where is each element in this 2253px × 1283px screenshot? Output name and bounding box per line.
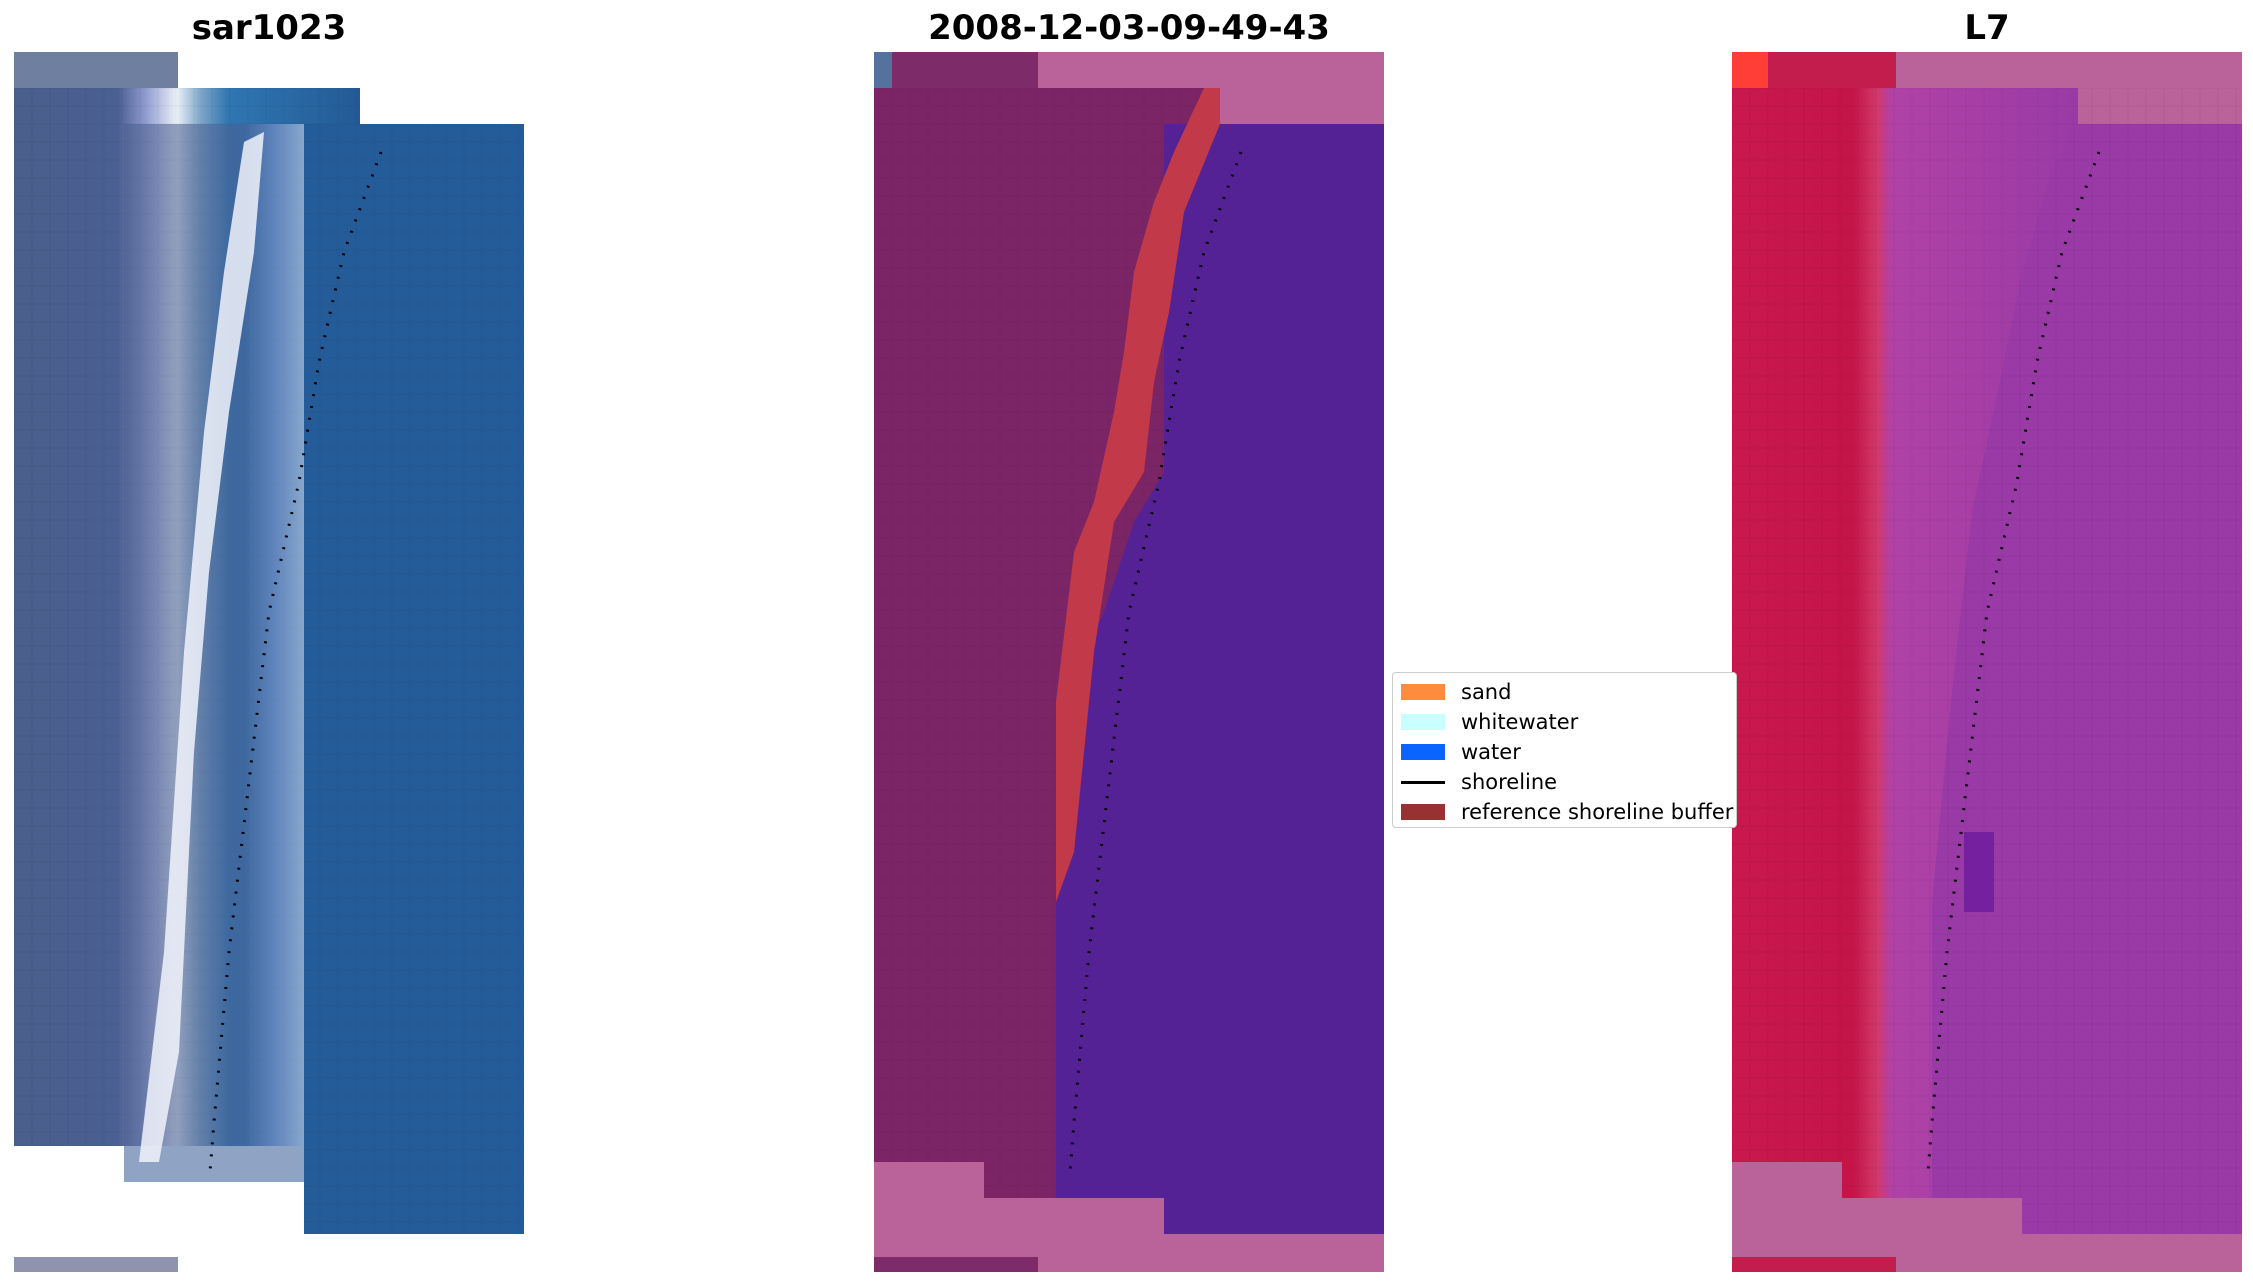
legend-label: sand (1461, 680, 1512, 704)
legend-label: whitewater (1461, 710, 1579, 734)
buffer-swatch-icon (1401, 804, 1445, 820)
legend-item-sand: sand (1401, 679, 1511, 705)
legend: sand whitewater water shoreline referenc… (1392, 672, 1737, 828)
legend-item-reference-buffer: reference shoreline buffer (1401, 799, 1733, 825)
shoreline-path-rgb (208, 151, 383, 1173)
panel-title-index: L7 (1964, 8, 2010, 48)
legend-item-water: water (1401, 739, 1521, 765)
whitewater-swatch-icon (1401, 714, 1445, 730)
rgb-image-panel (14, 52, 524, 1272)
rgb-image-tiles (14, 52, 524, 1272)
legend-label: reference shoreline buffer (1461, 800, 1734, 824)
legend-label: shoreline (1461, 770, 1558, 794)
legend-label: water (1461, 740, 1521, 764)
legend-item-whitewater: whitewater (1401, 709, 1578, 735)
panel-title-rgb: sar1023 (191, 8, 347, 48)
shoreline-line-icon (1401, 780, 1445, 784)
shoreline-path-classification (1068, 151, 1243, 1173)
classification-image-tiles (874, 52, 1384, 1272)
water-swatch-icon (1401, 744, 1445, 760)
panel-title-classification: 2008-12-03-09-49-43 (928, 8, 1330, 48)
shoreline-path-index (1926, 151, 2101, 1173)
index-image-tiles (1732, 52, 2242, 1272)
legend-item-shoreline: shoreline (1401, 769, 1557, 795)
sand-swatch-icon (1401, 684, 1445, 700)
classification-image-panel (874, 52, 1384, 1272)
index-image-panel (1732, 52, 2242, 1272)
